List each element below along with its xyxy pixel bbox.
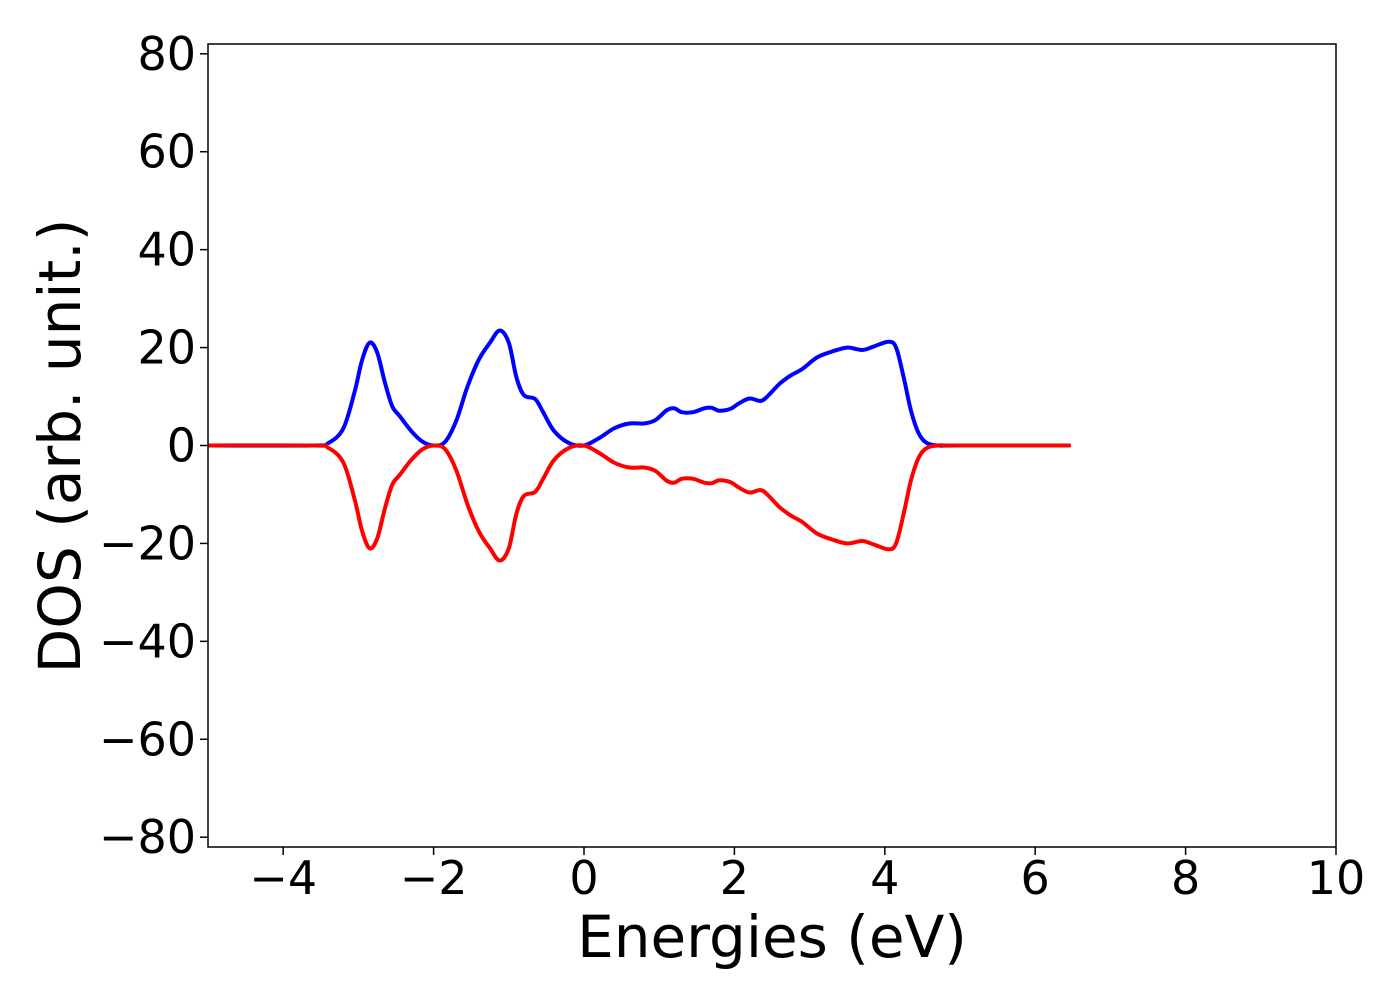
y-tick-label: 60	[137, 125, 196, 179]
y-tick-label: −40	[99, 614, 196, 668]
y-tick-label: 0	[167, 419, 196, 473]
y-tick-label: −20	[99, 516, 196, 570]
x-axis-label: Energies (eV)	[577, 903, 967, 971]
y-tick-label: 40	[137, 223, 196, 277]
x-tick-label: 8	[1171, 851, 1200, 905]
x-tick-label: 0	[569, 851, 598, 905]
y-axis-label: DOS (arb. unit.)	[26, 219, 94, 674]
plot-frame	[207, 43, 1337, 848]
y-tick-label: −80	[99, 810, 196, 864]
x-tick-label: −2	[400, 851, 468, 905]
x-tick-label: 10	[1307, 851, 1366, 905]
spin-down-dos-line	[208, 443, 1072, 563]
spin-up-dos-line	[208, 328, 1072, 448]
x-tick-label: 6	[1021, 851, 1050, 905]
x-tick-label: −4	[249, 851, 317, 905]
y-tick-label: −60	[99, 712, 196, 766]
x-tick-label: 4	[870, 851, 899, 905]
y-tick-label: 80	[137, 27, 196, 81]
x-tick-label: 2	[720, 851, 749, 905]
y-tick-label: 20	[137, 321, 196, 375]
